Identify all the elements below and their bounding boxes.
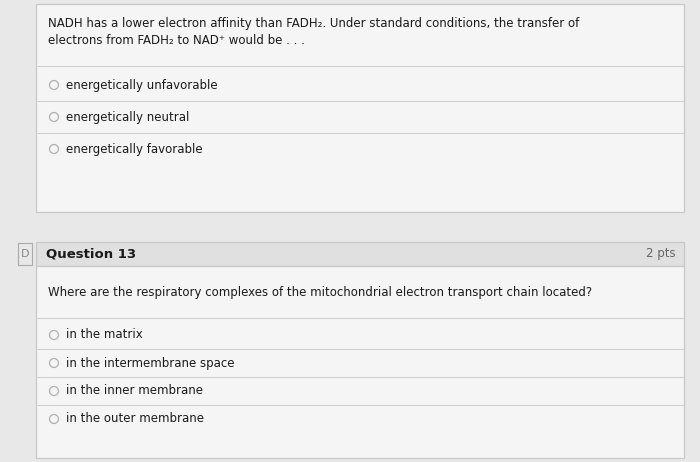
Text: energetically favorable: energetically favorable: [66, 142, 202, 156]
Text: Question 13: Question 13: [46, 248, 136, 261]
Text: energetically unfavorable: energetically unfavorable: [66, 79, 218, 91]
Bar: [36, 266, 684, 458]
Bar: [18, 243, 32, 265]
Text: in the inner membrane: in the inner membrane: [66, 384, 203, 397]
Text: in the intermembrane space: in the intermembrane space: [66, 357, 234, 370]
Bar: [36, 242, 684, 266]
Text: electrons from FADH₂ to NAD⁺ would be . . .: electrons from FADH₂ to NAD⁺ would be . …: [48, 34, 305, 47]
Text: D: D: [21, 249, 29, 259]
Text: 2 pts: 2 pts: [646, 248, 676, 261]
Text: in the outer membrane: in the outer membrane: [66, 413, 204, 426]
Bar: [36, 4, 684, 212]
Text: NADH has a lower electron affinity than FADH₂. Under standard conditions, the tr: NADH has a lower electron affinity than …: [48, 17, 580, 30]
Text: Where are the respiratory complexes of the mitochondrial electron transport chai: Where are the respiratory complexes of t…: [48, 286, 592, 299]
Text: energetically neutral: energetically neutral: [66, 110, 190, 123]
Text: in the matrix: in the matrix: [66, 328, 143, 341]
